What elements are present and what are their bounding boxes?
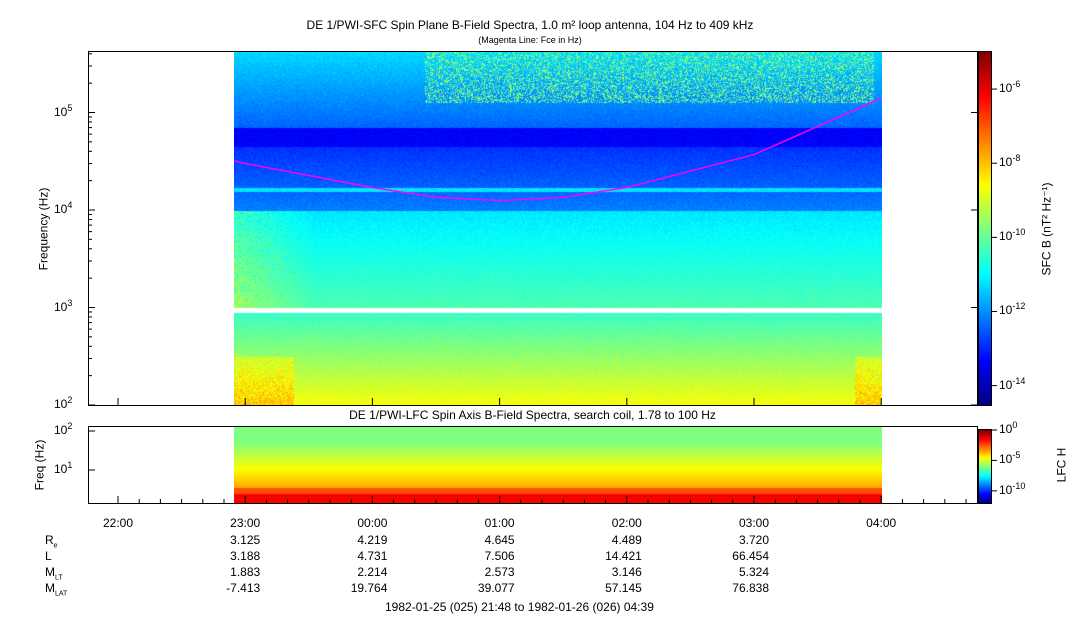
ephemeris-value: 39.077 (477, 581, 515, 595)
chart-subtitle: (Magenta Line: Fce in Hz) (478, 35, 582, 45)
sfc-ylabel: Frequency (Hz) (36, 187, 51, 271)
panel2-title: DE 1/PWI-LFC Spin Axis B-Field Spectra, … (349, 408, 716, 422)
x-tick-label: 00:00 (357, 516, 388, 530)
sfc-colorbar-label: SFC B (nT² Hz⁻¹) (1039, 182, 1054, 276)
x-range-label: 1982-01-25 (025) 21:48 to 1982-01-26 (02… (385, 600, 654, 614)
sfc-spectrogram (234, 51, 882, 405)
x-tick-label: 02:00 (611, 516, 642, 530)
ephemeris-label-3: MLAT (45, 581, 68, 598)
lfc-ylabel: Freq (Hz) (32, 439, 47, 491)
ephemeris-value: 19.764 (350, 581, 388, 595)
sfc-ytick-label: 105 (54, 102, 73, 119)
ephemeris-value: 3.720 (738, 533, 769, 547)
ephemeris-label-1: L (45, 549, 52, 563)
lfc-ytick-label: 102 (54, 421, 73, 437)
lfc-plot-frame (88, 426, 978, 504)
sfc-ytick-label: 103 (54, 297, 73, 314)
lfc-colorbar-tick-label: 10-5 (999, 450, 1021, 467)
ephemeris-value: 3.146 (611, 565, 642, 579)
sfc-colorbar-tick-label: 10-14 (999, 375, 1026, 392)
lfc-colorbar-label: LFC H (1054, 447, 1069, 483)
x-tick-label: 23:00 (230, 516, 261, 530)
ephemeris-label-0: Re (45, 533, 58, 550)
x-tick-label: 01:00 (484, 516, 515, 530)
ephemeris-value: 4.731 (357, 549, 388, 563)
ephemeris-value: 76.838 (732, 581, 769, 595)
sfc-ytick-label: 104 (54, 200, 73, 216)
lfc-spectrogram (234, 427, 882, 503)
ephemeris-value: 4.489 (611, 533, 642, 547)
x-tick-label: 04:00 (866, 516, 897, 530)
sfc-colorbar-tick-label: 10-10 (999, 227, 1026, 244)
ephemeris-value: 57.145 (605, 581, 642, 595)
ephemeris-value: 3.188 (230, 549, 261, 563)
lfc-colorbar-tick-label: 100 (999, 420, 1018, 436)
lfc-colorbar-tick-label: 10-10 (999, 480, 1026, 497)
ephemeris-value: 4.645 (484, 533, 515, 547)
lfc-colorbar (979, 430, 991, 503)
chart-title: DE 1/PWI-SFC Spin Plane B-Field Spectra,… (306, 18, 754, 32)
x-tick-label: 22:00 (102, 516, 134, 530)
ephemeris-value: 7.506 (484, 549, 515, 563)
ephemeris-value: 2.214 (357, 565, 388, 579)
ephemeris-value: -7.413 (226, 581, 261, 595)
sfc-colorbar-frame (978, 51, 992, 406)
sfc-ytick-label: 102 (54, 395, 73, 411)
ephemeris-value: 1.883 (230, 565, 261, 579)
ephemeris-value: 2.573 (484, 565, 515, 579)
lfc-colorbar-frame (978, 429, 992, 504)
ephemeris-label-2: MLT (45, 565, 63, 582)
sfc-colorbar (979, 52, 991, 405)
fce-magenta-line (234, 97, 882, 202)
x-tick-label: 03:00 (738, 516, 770, 530)
lfc-ytick-label: 101 (54, 460, 73, 476)
ephemeris-value: 66.454 (732, 549, 769, 563)
sfc-colorbar-tick-label: 10-12 (999, 301, 1026, 318)
ephemeris-value: 4.219 (357, 533, 388, 547)
ephemeris-value: 3.125 (230, 533, 261, 547)
sfc-plot-frame (88, 51, 978, 406)
sfc-colorbar-tick-label: 10-8 (999, 153, 1021, 170)
sfc-colorbar-tick-label: 10-6 (999, 79, 1021, 96)
ephemeris-value: 14.421 (605, 549, 642, 563)
ephemeris-value: 5.324 (738, 565, 769, 579)
